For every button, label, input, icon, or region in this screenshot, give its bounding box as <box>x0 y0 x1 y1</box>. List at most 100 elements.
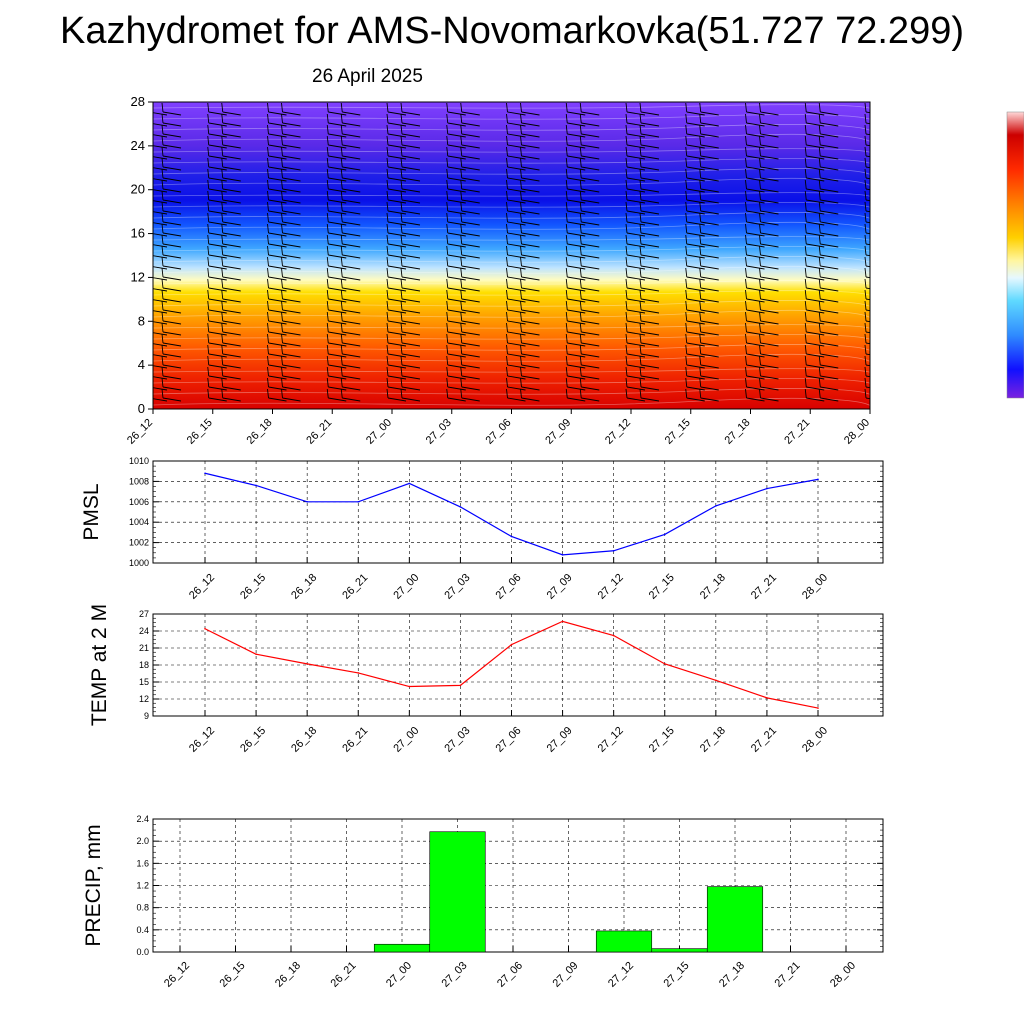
wind-barb <box>340 278 361 292</box>
contour-line <box>153 114 870 120</box>
wind-barb <box>639 289 660 303</box>
wind-barb <box>745 179 765 193</box>
x-tick-label: 27_21 <box>749 572 779 602</box>
wind-barb <box>699 234 719 248</box>
wind-barb <box>625 322 646 336</box>
wind-barb <box>153 332 168 336</box>
series-point <box>766 697 768 699</box>
wind-barb <box>804 102 825 116</box>
series-point <box>357 672 360 674</box>
wind-barb <box>879 334 898 346</box>
x-tick-label: 27_15 <box>663 417 693 447</box>
wind-barb <box>326 179 347 193</box>
y-tick-label: 15 <box>139 677 149 687</box>
series-point <box>255 484 257 487</box>
wind-barb <box>161 333 182 347</box>
y-axis-label: PMSL <box>80 483 103 540</box>
contour-line <box>153 158 870 164</box>
wind-barb <box>699 388 719 402</box>
wind-barb <box>699 267 719 281</box>
wind-barb <box>221 267 241 281</box>
wind-barb <box>340 355 361 369</box>
wind-barb <box>685 146 705 160</box>
wind-barb <box>207 344 227 358</box>
wind-barb <box>818 190 839 204</box>
wind-barb <box>579 267 600 281</box>
wind-barb <box>745 322 765 336</box>
wind-barb <box>818 135 839 149</box>
wind-barb <box>879 169 898 181</box>
wind-barb <box>625 388 646 402</box>
series-point <box>459 684 462 687</box>
wind-barb <box>879 268 898 280</box>
wind-barb <box>153 178 168 182</box>
wind-barb <box>161 344 182 358</box>
wind-barb <box>685 102 705 116</box>
wind-barb <box>804 289 825 303</box>
wind-barb <box>804 135 825 149</box>
wind-barb <box>818 102 839 116</box>
wind-barb <box>685 388 705 402</box>
wind-barb <box>340 135 361 149</box>
x-tick-label: 27_09 <box>545 725 575 755</box>
wind-barb <box>161 190 182 204</box>
wind-barb <box>446 124 466 138</box>
wind-barb <box>579 179 600 193</box>
wind-barb <box>759 355 779 369</box>
wind-barb <box>446 223 466 237</box>
series-point <box>408 482 411 485</box>
wind-barb <box>565 377 586 391</box>
wind-barb <box>400 157 421 171</box>
wind-barb <box>386 311 407 325</box>
wind-barb <box>326 245 347 259</box>
x-tick-label: 28_00 <box>800 725 830 755</box>
wind-barb <box>818 179 839 193</box>
contour-line <box>153 133 870 142</box>
wind-barb <box>745 157 765 171</box>
series-point <box>408 685 411 688</box>
wind-barb <box>281 245 301 259</box>
wind-barb <box>161 234 182 248</box>
wind-barb <box>804 113 825 127</box>
wind-barb <box>153 123 168 127</box>
wind-barb <box>520 311 540 325</box>
wind-barb <box>745 311 765 325</box>
wind-barb <box>699 146 719 160</box>
wind-barb <box>759 113 779 127</box>
wind-barb <box>460 289 480 303</box>
wind-barb <box>340 179 361 193</box>
wind-barb <box>864 179 870 191</box>
wind-barb <box>207 135 227 149</box>
wind-barb <box>221 157 241 171</box>
wind-barb <box>699 157 719 171</box>
wind-barb <box>460 366 480 380</box>
wind-barb <box>818 201 839 215</box>
y-tick-label: 2.0 <box>136 836 149 846</box>
wind-barb <box>326 289 347 303</box>
wind-barb <box>625 135 646 149</box>
contour-line <box>153 192 870 197</box>
wind-barb <box>804 157 825 171</box>
y-tick-label: 1.2 <box>136 881 149 891</box>
y-tick-label: 12 <box>131 269 145 284</box>
wind-barb <box>221 245 241 259</box>
wind-barb <box>446 300 466 314</box>
wind-barb <box>625 245 646 259</box>
wind-barb <box>759 388 779 402</box>
wind-barb <box>864 366 870 378</box>
x-tick-label: 27_03 <box>442 572 472 602</box>
wind-barb <box>625 267 646 281</box>
wind-barb <box>326 113 347 127</box>
wind-barb <box>400 234 421 248</box>
wind-barb <box>879 147 898 159</box>
wind-barb <box>759 311 779 325</box>
wind-barb <box>460 278 480 292</box>
wind-barb <box>326 300 347 314</box>
contour-line <box>153 397 870 406</box>
wind-barb <box>281 388 301 402</box>
wind-barb <box>685 289 705 303</box>
wind-barb <box>326 135 347 149</box>
wind-barb <box>759 344 779 358</box>
wind-barb <box>386 278 407 292</box>
wind-barb <box>267 135 287 149</box>
